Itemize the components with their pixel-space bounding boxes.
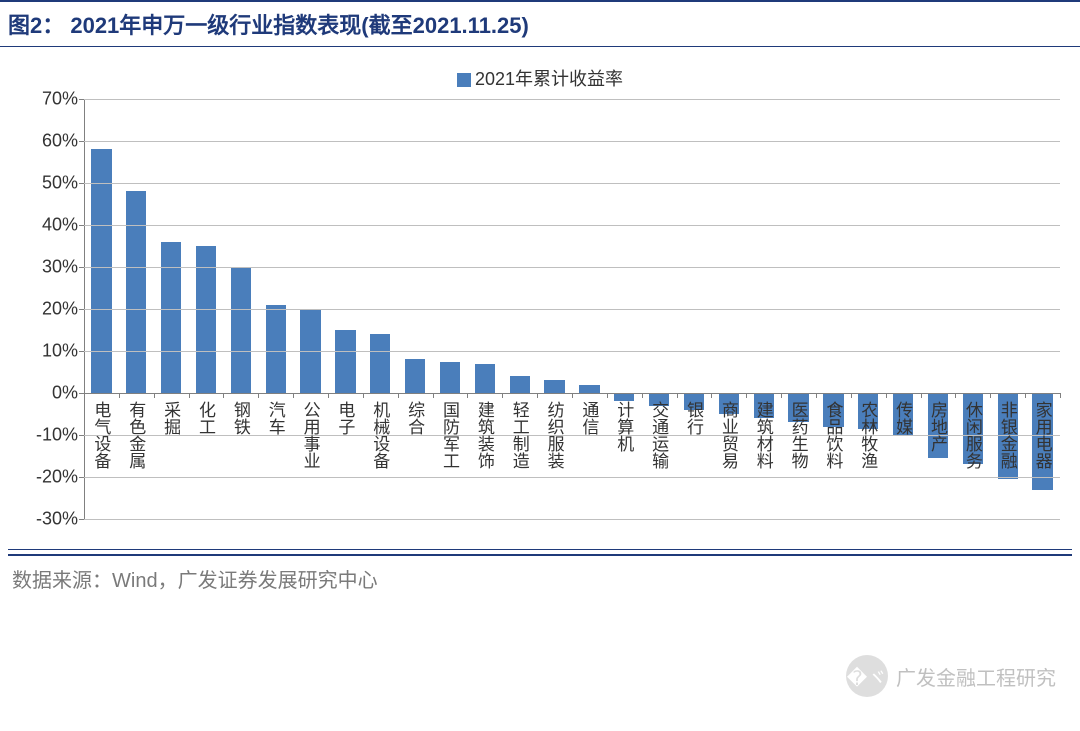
chart-title: 图2： 2021年申万一级行业指数表现(截至2021.11.25)	[0, 0, 1080, 47]
x-label: 食品饮料	[824, 401, 841, 469]
gridline	[84, 267, 1060, 268]
x-label: 有色金属	[127, 401, 144, 469]
bar	[475, 364, 495, 393]
bar	[440, 362, 460, 394]
legend-label: 2021年累计收益率	[475, 69, 623, 89]
x-label: 电子	[336, 401, 353, 435]
gridline	[84, 225, 1060, 226]
x-label: 综合	[406, 401, 423, 435]
bar	[405, 359, 425, 393]
bar	[126, 191, 146, 393]
gridline	[84, 183, 1060, 184]
legend: 2021年累计收益率	[0, 65, 1080, 91]
x-label: 非银金融	[999, 401, 1016, 469]
x-label: 纺织服装	[546, 401, 563, 469]
bar	[266, 305, 286, 393]
chart-area: -30%-20%-10%0%10%20%30%40%50%60%70% 电气设备…	[10, 99, 1070, 519]
x-label: 传媒	[894, 401, 911, 435]
x-label: 医药生物	[790, 401, 807, 469]
y-tick-label: 10%	[10, 341, 78, 362]
y-tick-label: 40%	[10, 215, 78, 236]
footer-rule	[8, 549, 1072, 550]
y-tick-label: 50%	[10, 173, 78, 194]
x-label: 休闲服务	[964, 401, 981, 469]
watermark: �ヾ 广发金融工程研究	[846, 655, 1056, 697]
x-label: 采掘	[162, 401, 179, 435]
x-label: 家用电器	[1034, 401, 1051, 469]
y-tick-label: -30%	[10, 509, 78, 530]
bar	[335, 330, 355, 393]
y-tick-label: 0%	[10, 383, 78, 404]
x-label: 交通运输	[650, 401, 667, 469]
x-label: 汽车	[267, 401, 284, 435]
x-label: 化工	[197, 401, 214, 435]
bar	[196, 246, 216, 393]
y-tick-label: 60%	[10, 131, 78, 152]
x-label: 电气设备	[92, 401, 109, 469]
x-label: 公用事业	[302, 401, 319, 469]
y-tick-label: 70%	[10, 89, 78, 110]
x-label: 国防军工	[441, 401, 458, 469]
gridline	[84, 351, 1060, 352]
x-label: 机械设备	[371, 401, 388, 469]
x-label: 轻工制造	[511, 401, 528, 469]
x-label: 商业贸易	[720, 401, 737, 469]
x-label: 计算机	[615, 401, 632, 452]
y-tick-label: -20%	[10, 467, 78, 488]
bar	[370, 334, 390, 393]
watermark-icon: �ヾ	[846, 655, 888, 697]
y-axis: -30%-20%-10%0%10%20%30%40%50%60%70%	[10, 99, 84, 519]
y-tick-label: 20%	[10, 299, 78, 320]
gridline	[84, 141, 1060, 142]
gridline	[84, 309, 1060, 310]
gridline	[84, 519, 1060, 520]
gridline	[84, 477, 1060, 478]
x-label: 房地产	[929, 401, 946, 452]
plot-area: 电气设备 有色金属 采掘化工钢铁汽车 公用事业电子 机械设备 综合 国防军工 建筑装饰 轻工制造…	[84, 99, 1060, 519]
bar	[91, 149, 111, 393]
x-label: 银行	[685, 401, 702, 435]
bar	[161, 242, 181, 393]
x-label: 建筑材料	[755, 401, 772, 469]
gridline	[84, 99, 1060, 100]
watermark-text: 广发金融工程研究	[896, 662, 1056, 691]
y-tick-label: -10%	[10, 425, 78, 446]
y-tick-label: 30%	[10, 257, 78, 278]
data-source: 数据来源：Wind，广发证券发展研究中心	[0, 556, 1080, 593]
legend-swatch	[457, 73, 471, 87]
bar	[579, 385, 599, 393]
bar	[544, 380, 564, 393]
x-label: 建筑装饰	[476, 401, 493, 469]
x-label: 通信	[580, 401, 597, 435]
gridline	[84, 435, 1060, 436]
x-label: 钢铁	[232, 401, 249, 435]
bar	[510, 376, 530, 393]
x-label: 农林牧渔	[859, 401, 876, 469]
bar	[231, 267, 251, 393]
